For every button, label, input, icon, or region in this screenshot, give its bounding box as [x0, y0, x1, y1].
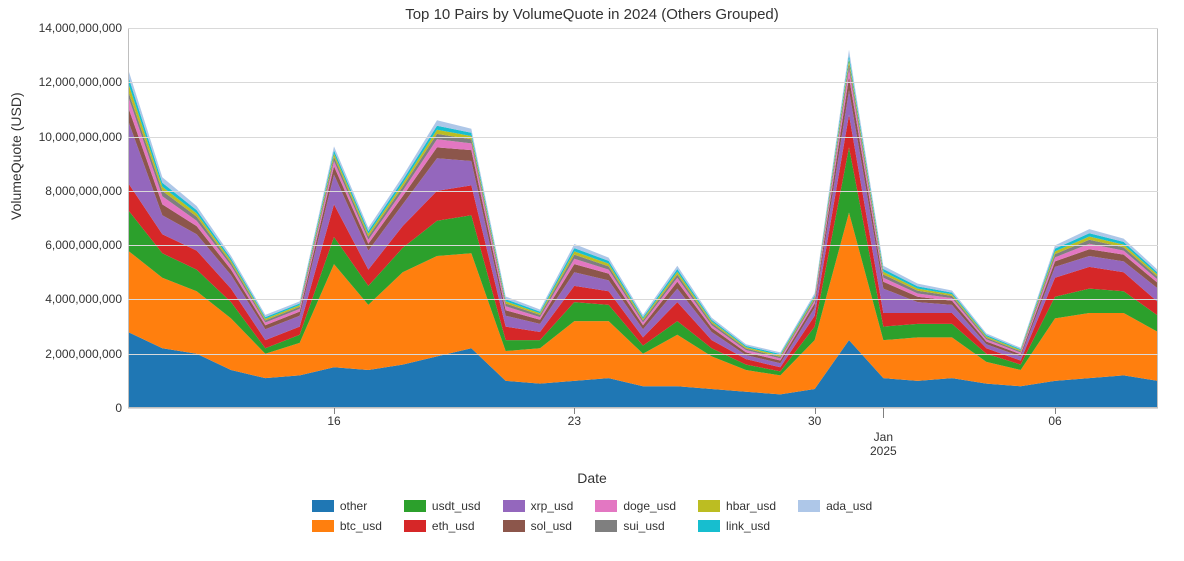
legend-label: other [340, 499, 367, 513]
legend-item-sol_usd: sol_usd [503, 518, 574, 534]
grid-line [128, 82, 1158, 83]
chart-figure: Top 10 Pairs by VolumeQuote in 2024 (Oth… [0, 0, 1184, 561]
grid-line [128, 137, 1158, 138]
legend-swatch-icon [503, 520, 525, 532]
legend-swatch-icon [404, 500, 426, 512]
grid-line [128, 354, 1158, 355]
y-tick-label: 12,000,000,000 [12, 75, 122, 89]
legend-label: xrp_usd [531, 499, 574, 513]
legend-item-eth_usd: eth_usd [404, 518, 481, 534]
legend-column: usdt_usd eth_usd [404, 498, 481, 534]
legend-item-link_usd: link_usd [698, 518, 776, 534]
legend-column: other btc_usd [312, 498, 382, 534]
legend-swatch-icon [595, 520, 617, 532]
x-axis-label: Date [0, 470, 1184, 486]
x-tick-label: 30 [808, 414, 821, 428]
legend-swatch-icon [312, 520, 334, 532]
legend-label: eth_usd [432, 519, 475, 533]
legend-item-hbar_usd: hbar_usd [698, 498, 776, 514]
legend-item-btc_usd: btc_usd [312, 518, 382, 534]
legend-item-xrp_usd: xrp_usd [503, 498, 574, 514]
legend-column: xrp_usd sol_usd [503, 498, 574, 534]
legend-swatch-icon [404, 520, 426, 532]
x-tick-label: 06 [1048, 414, 1061, 428]
legend-label: btc_usd [340, 519, 382, 533]
y-tick-label: 10,000,000,000 [12, 130, 122, 144]
legend-swatch-icon [698, 500, 720, 512]
legend-item-ada_usd: ada_usd [798, 498, 872, 514]
x-tick-month [883, 408, 884, 418]
x-tick-month-group: Jan2025 [870, 430, 897, 459]
area-hbar_usd [128, 59, 1158, 356]
legend-swatch-icon [798, 500, 820, 512]
area-sui_usd [128, 63, 1158, 358]
chart-title: Top 10 Pairs by VolumeQuote in 2024 (Oth… [0, 6, 1184, 23]
grid-line [128, 245, 1158, 246]
legend-item-usdt_usd: usdt_usd [404, 498, 481, 514]
y-tick-label: 2,000,000,000 [12, 347, 122, 361]
legend: other btc_usd usdt_usd eth_usd xrp_usd sol_us… [0, 498, 1184, 534]
legend-label: ada_usd [826, 499, 872, 513]
legend-label: sui_usd [623, 519, 664, 533]
y-tick-label: 4,000,000,000 [12, 292, 122, 306]
grid-line [128, 191, 1158, 192]
legend-column: doge_usd sui_usd [595, 498, 676, 534]
area-btc_usd [128, 213, 1158, 395]
legend-column: hbar_usd link_usd [698, 498, 776, 534]
legend-item-sui_usd: sui_usd [595, 518, 676, 534]
legend-label: hbar_usd [726, 499, 776, 513]
legend-item-other: other [312, 498, 382, 514]
legend-label: usdt_usd [432, 499, 481, 513]
area-link_usd [128, 55, 1158, 355]
legend-swatch-icon [698, 520, 720, 532]
grid-line [128, 408, 1158, 409]
y-tick-label: 0 [12, 401, 122, 415]
legend-label: doge_usd [623, 499, 676, 513]
y-tick-label: 8,000,000,000 [12, 184, 122, 198]
area-ada_usd [128, 50, 1158, 354]
y-axis-label: VolumeQuote (USD) [8, 92, 24, 220]
legend-swatch-icon [503, 500, 525, 512]
x-tick-month-label: Jan [870, 430, 897, 444]
legend-label: link_usd [726, 519, 770, 533]
legend-label: sol_usd [531, 519, 572, 533]
legend-column: ada_usd [798, 498, 872, 534]
x-tick-label: 16 [327, 414, 340, 428]
grid-line [128, 28, 1158, 29]
legend-item-doge_usd: doge_usd [595, 498, 676, 514]
plot-area [128, 28, 1158, 408]
y-tick-label: 14,000,000,000 [12, 21, 122, 35]
x-tick-year-label: 2025 [870, 444, 897, 458]
grid-line [128, 299, 1158, 300]
stacked-area-svg [128, 28, 1158, 408]
legend-swatch-icon [312, 500, 334, 512]
legend-swatch-icon [595, 500, 617, 512]
x-tick-label: 23 [568, 414, 581, 428]
y-tick-label: 6,000,000,000 [12, 238, 122, 252]
